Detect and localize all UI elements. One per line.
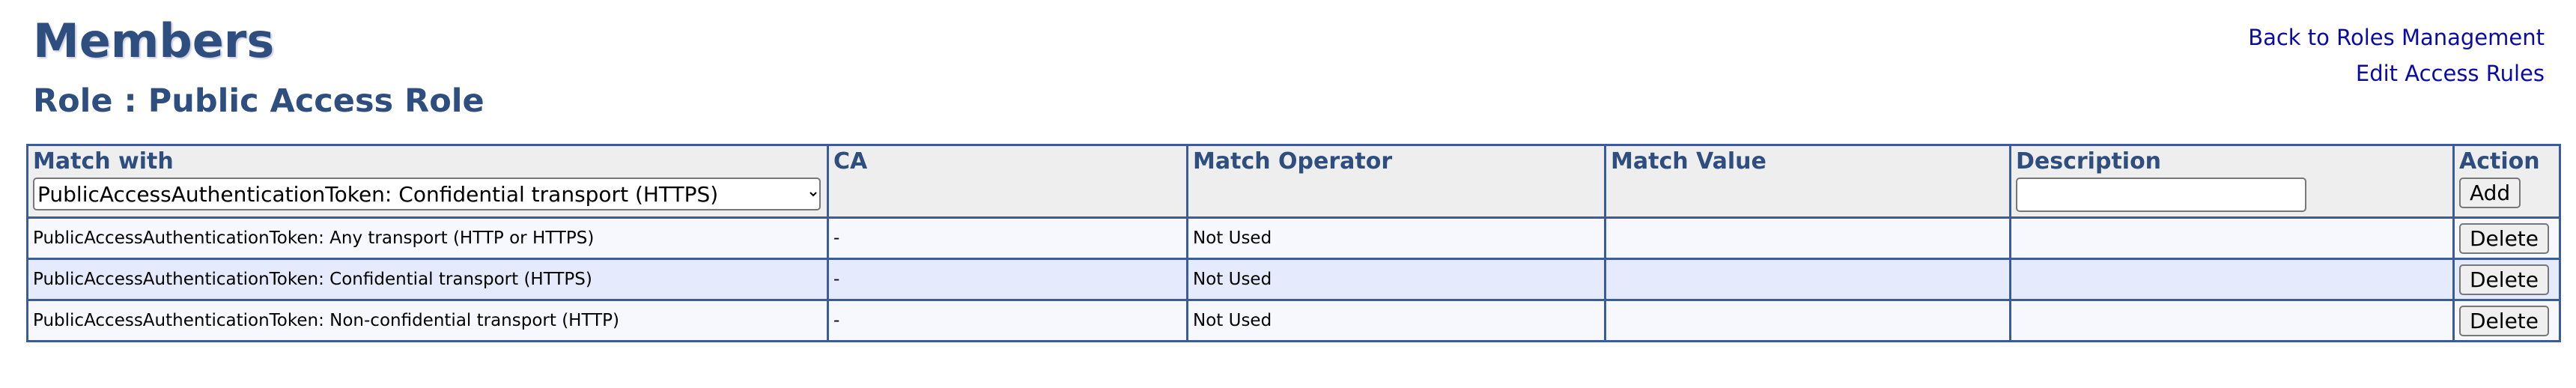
description-input[interactable] (2016, 178, 2306, 212)
cell-operator: Not Used (1186, 258, 1606, 301)
cell-description (2009, 258, 2455, 301)
col-label: Action (2459, 148, 2540, 175)
cell-description (2009, 299, 2455, 342)
col-label: Match Value (1611, 148, 1767, 175)
cell-description (2009, 216, 2455, 260)
cell-ca: - (827, 216, 1188, 260)
delete-button[interactable]: Delete (2459, 305, 2549, 336)
cell-operator: Not Used (1186, 216, 1606, 260)
col-description: Description (2009, 144, 2455, 219)
delete-button[interactable]: Delete (2459, 222, 2549, 254)
cell-action: Delete (2452, 216, 2561, 260)
delete-button[interactable]: Delete (2459, 264, 2549, 295)
match-with-select[interactable]: PublicAccessAuthenticationToken: Confide… (33, 178, 821, 210)
table-row: PublicAccessAuthenticationToken: Non-con… (26, 299, 2561, 342)
cell-action: Delete (2452, 299, 2561, 342)
cell-match-with: PublicAccessAuthenticationToken: Non-con… (26, 299, 829, 342)
role-subtitle: Role : Public Access Role (33, 82, 484, 120)
cell-operator: Not Used (1186, 299, 1606, 342)
cell-value (1604, 216, 2011, 260)
cell-match-with: PublicAccessAuthenticationToken: Any tra… (26, 216, 829, 260)
col-match-with: Match with PublicAccessAuthenticationTok… (26, 144, 829, 219)
nav-links: Back to Roles Management Edit Access Rul… (2248, 19, 2545, 91)
col-label: Match with (33, 148, 174, 175)
page-title: Members (33, 13, 275, 68)
col-action: Action Add (2452, 144, 2561, 219)
members-table: Match with PublicAccessAuthenticationTok… (26, 144, 2561, 342)
col-label: CA (833, 148, 868, 175)
add-button[interactable]: Add (2459, 178, 2521, 208)
back-to-roles-link[interactable]: Back to Roles Management (2248, 25, 2545, 50)
col-label: Description (2016, 148, 2162, 175)
cell-value (1604, 299, 2011, 342)
col-label: Match Operator (1193, 148, 1393, 175)
col-match-value: Match Value (1604, 144, 2011, 219)
cell-ca: - (827, 258, 1188, 301)
cell-value (1604, 258, 2011, 301)
cell-ca: - (827, 299, 1188, 342)
cell-action: Delete (2452, 258, 2561, 301)
header-row: Match with PublicAccessAuthenticationTok… (26, 144, 2561, 219)
col-match-operator: Match Operator (1186, 144, 1606, 219)
table-row: PublicAccessAuthenticationToken: Confide… (26, 258, 2561, 301)
cell-match-with: PublicAccessAuthenticationToken: Confide… (26, 258, 829, 301)
table-row: PublicAccessAuthenticationToken: Any tra… (26, 216, 2561, 260)
edit-access-rules-link[interactable]: Edit Access Rules (2355, 61, 2545, 86)
col-ca: CA (827, 144, 1188, 219)
